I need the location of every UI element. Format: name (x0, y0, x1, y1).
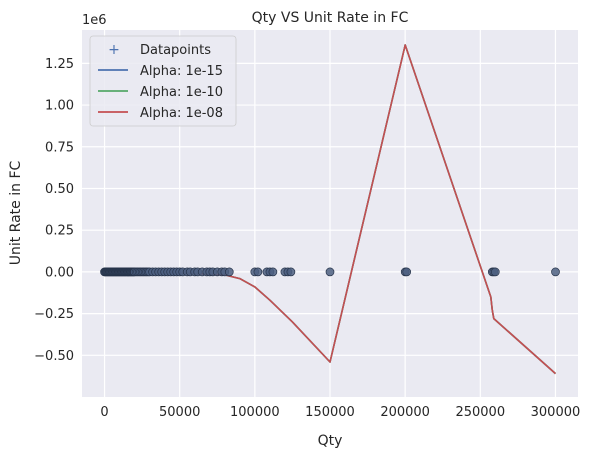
y-tick-label: 0.25 (45, 224, 74, 239)
y-axis-label: Unit Rate in FC (8, 161, 24, 266)
y-tick-label: −0.25 (34, 307, 74, 322)
data-point (268, 267, 278, 277)
data-point (490, 267, 500, 277)
y-tick-label: −0.50 (34, 349, 74, 364)
y-tick-label: 1.25 (45, 57, 74, 72)
data-point (402, 267, 412, 277)
y-tick-label: 1.00 (45, 99, 74, 114)
y-tick-label: 0.00 (45, 265, 74, 280)
scatter-layer (100, 267, 560, 277)
legend-label: Alpha: 1e-08 (140, 106, 223, 121)
x-tick-label: 100000 (230, 405, 280, 420)
legend-label: Alpha: 1e-15 (140, 64, 223, 79)
chart-title: Qty VS Unit Rate in FC (252, 10, 409, 26)
x-tick-label: 250000 (455, 405, 505, 420)
data-point (253, 267, 263, 277)
legend-box (89, 35, 237, 127)
y-tick-label: 0.50 (45, 182, 74, 197)
x-tick-labels: 0 50000 100000 150000 200000 250000 300000 (100, 405, 580, 420)
legend-label: Alpha: 1e-10 (140, 85, 223, 100)
x-tick-label: 50000 (159, 405, 200, 420)
x-axis-label: Qty (318, 433, 343, 449)
x-tick-label: 150000 (305, 405, 355, 420)
legend: + Datapoints Alpha: 1e-15 Alpha: 1e-10 Alpha… (89, 35, 237, 127)
x-tick-label: 300000 (531, 405, 581, 420)
y-offset-text: 1e6 (82, 13, 107, 28)
x-tick-label: 200000 (380, 405, 430, 420)
data-point (224, 267, 234, 277)
y-tick-label: 0.75 (45, 140, 74, 155)
data-point (286, 267, 296, 277)
legend-label: Datapoints (140, 43, 211, 58)
x-tick-label: 0 (100, 405, 108, 420)
data-point (551, 267, 560, 277)
data-point (325, 267, 335, 277)
legend-marker: + (108, 42, 120, 58)
y-tick-labels: −0.50 −0.25 0.00 0.25 0.50 0.75 1.00 1.25 (34, 57, 74, 364)
